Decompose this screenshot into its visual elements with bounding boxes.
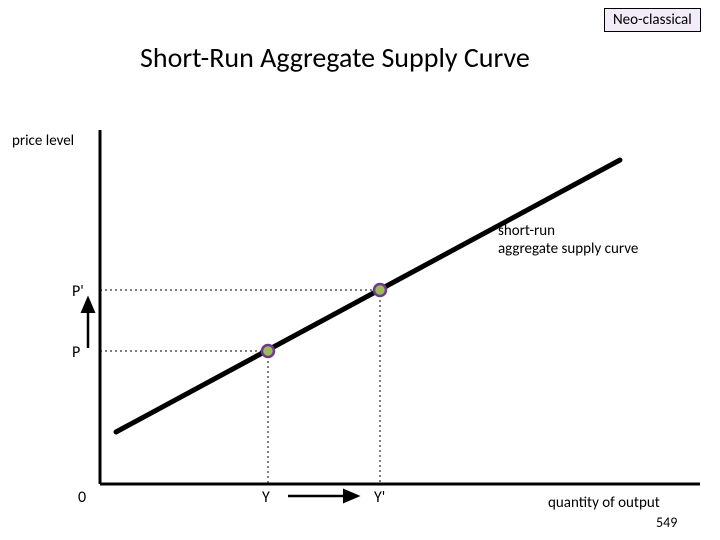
equilibrium-point — [262, 345, 274, 357]
slide-container: { "badge": { "text": "Neo-classical", "x… — [0, 0, 720, 540]
chart-svg — [0, 0, 720, 540]
equilibrium-point — [374, 284, 386, 296]
sras-curve — [116, 160, 620, 432]
